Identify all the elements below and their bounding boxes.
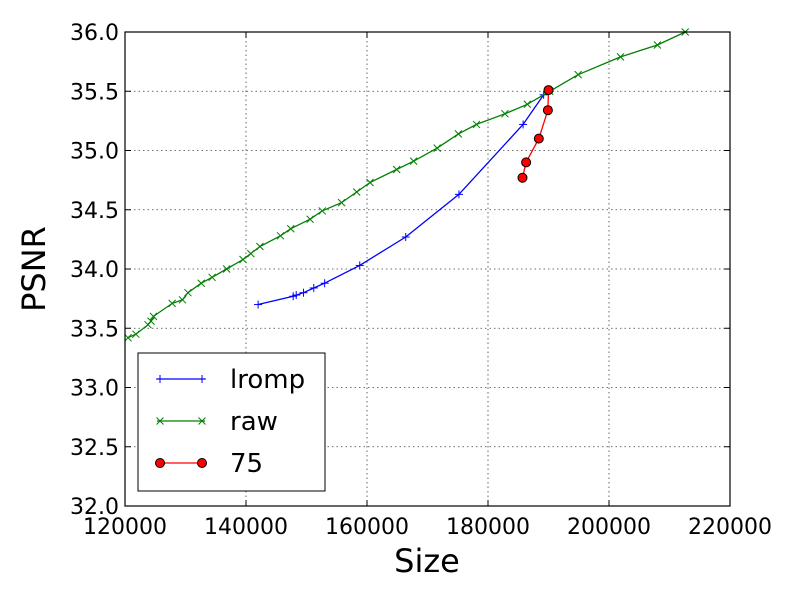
x-tick-label: 120000 — [83, 515, 167, 540]
legend-marker — [198, 375, 206, 383]
x-tick-label: 140000 — [204, 515, 288, 540]
y-tick-label: 33.0 — [70, 377, 119, 402]
data-point — [168, 299, 177, 308]
y-tick-label: 35.5 — [70, 80, 119, 105]
data-point — [124, 333, 132, 342]
data-point — [523, 100, 532, 109]
data-point — [309, 283, 318, 292]
y-tick-label: 32.5 — [70, 436, 119, 461]
data-point — [653, 41, 662, 49]
y-tick-label: 34.0 — [70, 258, 119, 283]
y-tick-label: 33.5 — [70, 317, 119, 342]
data-point — [409, 157, 418, 166]
data-point — [178, 295, 187, 304]
y-tick-label: 32.0 — [70, 495, 119, 520]
y-tick-label: 36.0 — [70, 21, 119, 46]
data-point — [533, 133, 544, 144]
series-75 — [517, 85, 554, 183]
legend-marker — [156, 417, 164, 425]
series-line-raw — [127, 31, 686, 339]
grid-lines — [125, 32, 730, 506]
data-point — [318, 207, 327, 215]
data-point — [246, 249, 255, 258]
data-point — [401, 233, 410, 242]
data-point — [149, 312, 158, 321]
data-point — [147, 317, 155, 325]
data-point — [366, 178, 374, 187]
data-point — [184, 288, 192, 297]
data-point — [197, 279, 206, 288]
data-point — [501, 109, 509, 118]
series-lromp — [254, 90, 548, 309]
data-point — [392, 165, 401, 174]
data-point — [292, 291, 301, 300]
y-tick-label: 34.5 — [70, 199, 119, 224]
data-point — [254, 300, 263, 309]
data-point — [433, 144, 442, 152]
data-point — [337, 198, 346, 207]
legend-marker — [198, 417, 206, 425]
y-tick-label: 35.0 — [70, 140, 119, 165]
legend-label: lromp — [230, 365, 305, 395]
data-point — [276, 231, 285, 240]
data-point — [239, 255, 247, 264]
data-point — [222, 265, 231, 273]
data-point — [616, 53, 625, 61]
data-point — [355, 261, 364, 270]
data-point — [454, 190, 463, 199]
legend: lromp raw 75 — [137, 352, 326, 492]
legend-marker — [197, 458, 207, 468]
series-line-lromp — [257, 94, 545, 306]
data-point — [574, 70, 582, 79]
legend-label: 75 — [230, 449, 263, 479]
x-tick-label: 180000 — [446, 515, 530, 540]
data-point — [454, 130, 463, 138]
legend-entry-75: 75 — [155, 449, 263, 479]
x-tick-label: 220000 — [688, 515, 772, 540]
legend-entry-raw: raw — [156, 407, 278, 437]
data-point — [132, 330, 140, 339]
data-point — [543, 85, 554, 96]
data-point — [256, 242, 264, 251]
legend-marker — [156, 375, 164, 383]
series-raw — [124, 28, 690, 342]
data-point — [299, 288, 308, 297]
y-axis-label: PSNR — [15, 226, 53, 312]
x-axis-label: Size — [394, 542, 460, 580]
data-point — [320, 279, 329, 288]
legend-box — [137, 352, 326, 492]
legend-label: raw — [230, 407, 278, 437]
data-point — [208, 273, 216, 282]
data-point — [286, 224, 295, 233]
x-tick-label: 200000 — [567, 515, 651, 540]
data-point — [542, 105, 553, 116]
axis-ticks: 120000 140000 160000 180000 200000 220000 32.0… — [70, 21, 772, 540]
data-point — [519, 120, 528, 129]
legend-entry-lromp: lromp — [156, 365, 305, 395]
data-point — [517, 172, 528, 183]
data-point — [521, 157, 532, 168]
series-layer — [124, 28, 690, 342]
data-point — [306, 215, 314, 224]
legend-marker — [155, 458, 165, 468]
data-point — [352, 188, 361, 196]
data-point — [472, 120, 481, 129]
x-tick-label: 160000 — [325, 515, 409, 540]
